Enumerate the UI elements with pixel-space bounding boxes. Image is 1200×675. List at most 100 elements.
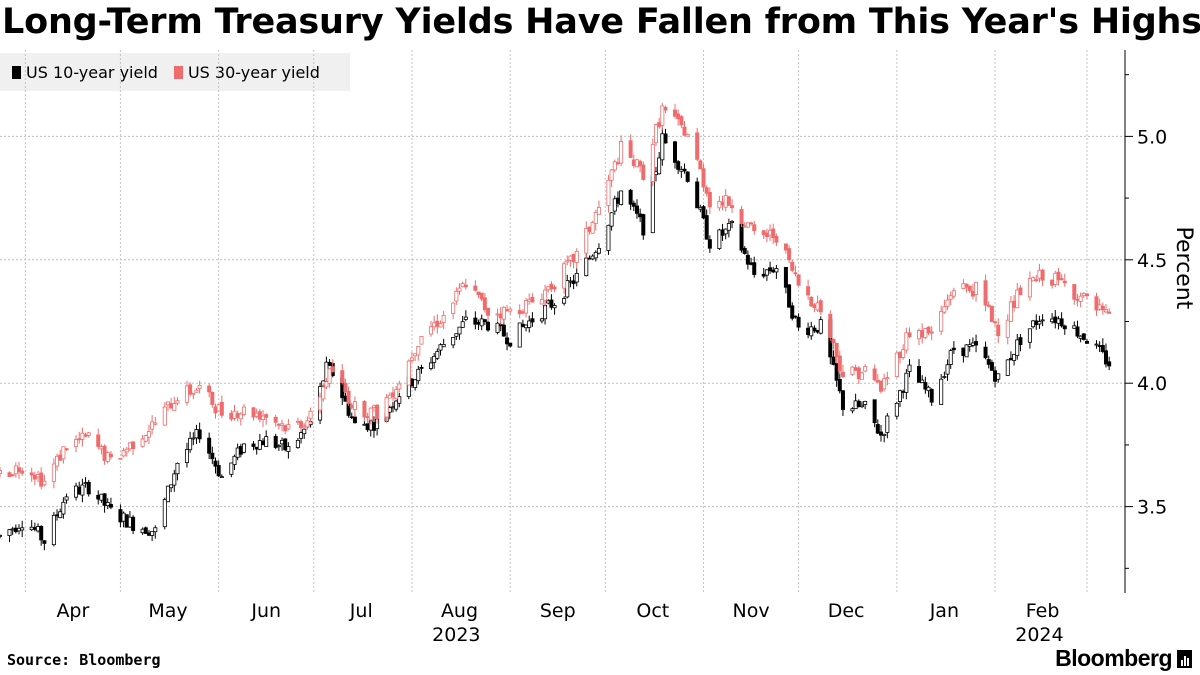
bar-chart-icon [1177,649,1192,668]
candle-body [1031,320,1036,328]
candle-body [188,384,193,395]
candle-body [108,453,113,458]
candle-body [574,251,579,263]
candle-body [638,160,643,167]
candle-body [0,470,3,474]
candle-body [837,378,842,392]
candle-body [904,332,909,351]
candle-body [923,382,928,390]
candle-body [51,463,56,482]
candle-body [340,370,345,383]
candle-body [1062,280,1067,284]
candle-body [441,344,446,348]
candle-body [486,321,491,331]
candle-body [29,526,34,531]
candle-body [552,305,557,309]
x-month-label: Aug [441,600,478,622]
candle-body [191,392,196,395]
candle-body [1050,318,1055,323]
candle-body [83,434,88,437]
candle-body [565,260,570,263]
candle-body [520,323,525,327]
candle-body [1005,319,1010,338]
candle-body [194,389,199,393]
candle-body [1037,269,1042,279]
candle-body [834,363,839,381]
candle-body [216,465,221,477]
candle-body [1059,278,1064,281]
candle-body [619,141,624,164]
candle-body [1075,298,1080,301]
candle-body [210,452,215,460]
candle-body [61,501,66,515]
candle-body [232,410,237,419]
candle-body [42,480,47,486]
candle-body [749,222,754,225]
candle-body [1100,305,1105,311]
candle-body [948,295,953,300]
candle-body [349,416,354,419]
candle-body [939,310,944,332]
candle-body [546,286,551,291]
candle-body [257,411,262,420]
candle-body [299,432,304,439]
candle-body [730,220,735,223]
candle-body [565,280,570,298]
candle-body [612,161,617,171]
candle-body [55,455,60,467]
candle-body [143,435,148,442]
candle-body [704,187,709,194]
candle-body [343,395,348,402]
candle-body [1081,333,1086,340]
candle-body [479,318,484,327]
candle-body [970,290,975,297]
candle-body [1027,328,1032,343]
candle-body [428,326,433,335]
candle-body [454,333,459,337]
candle-body [894,352,899,377]
y-tick-label: 3.5 [1137,497,1167,519]
candle-body [238,413,243,420]
candle-body [745,222,750,228]
candle-body [219,476,224,478]
candle-body [80,484,85,496]
candle-body [787,284,792,308]
candle-body [948,350,953,365]
candle-body [875,424,880,434]
x-month-label: May [148,600,187,622]
candle-body [283,425,288,432]
candle-body [362,401,367,418]
candle-body [1062,325,1067,330]
x-year-label: 2024 [1015,624,1063,646]
candle-body [634,159,639,168]
candle-body [416,368,421,382]
candle-body [593,251,598,259]
candle-body [1103,350,1108,365]
candle-body [1008,357,1013,360]
candle-body [796,316,801,328]
candle-body [653,171,658,176]
candle-body [793,272,798,275]
candle-body [346,390,351,404]
candle-body [695,181,700,209]
candle-body [1097,345,1102,347]
candle-body [216,404,221,412]
candle-body [685,171,690,182]
candle-body [36,474,41,478]
candle-body [397,396,402,404]
candle-body [596,247,601,254]
candle-body [764,269,769,276]
legend-item-30y: US 30-year yield [173,63,320,82]
candle-body [77,438,82,441]
candle-body [1075,326,1080,337]
candle-body [105,502,110,506]
candle-body [406,360,411,386]
candle-body [419,367,424,369]
candle-body [926,386,931,392]
candle-body [742,225,747,228]
candle-body [945,364,950,375]
candle-body [606,179,611,206]
candle-body [7,529,12,537]
candle-body [413,379,418,388]
